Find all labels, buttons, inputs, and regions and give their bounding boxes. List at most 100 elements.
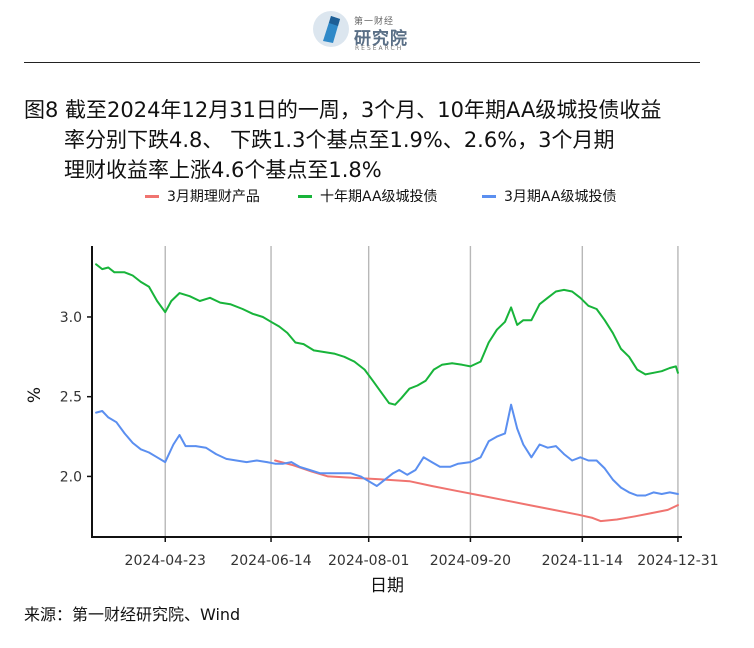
series-2-point-68: [669, 491, 671, 494]
series-0-point-1: [292, 464, 295, 467]
series-2-point-56: [571, 459, 573, 462]
series-0-point-10: [504, 499, 506, 502]
series-2-point-51: [530, 456, 533, 459]
series-1-point-33: [388, 402, 390, 404]
x-tick-label-2: 2024-08-01: [328, 553, 409, 569]
series-1-point-31: [372, 379, 374, 382]
logo-english-text: RESEARCH: [355, 45, 404, 52]
series-0-point-3: [327, 475, 329, 478]
series-2-point-20: [266, 461, 268, 463]
series-1-point-50: [522, 319, 525, 322]
series-0-point-0: [274, 459, 276, 462]
series-2-point-52: [538, 443, 541, 446]
series-0-point-11: [528, 504, 531, 506]
logo-small-text: 第一财经: [354, 17, 395, 27]
title-line-3: 理财收益率上涨4.6个基点至1.8%: [64, 158, 382, 182]
series-2-point-29: [349, 472, 352, 475]
series-2-point-42: [457, 462, 460, 465]
series-1-point-32: [380, 391, 382, 393]
series-1-point-42: [461, 364, 464, 366]
series-1-point-23: [294, 341, 297, 344]
series-1-point-22: [286, 332, 289, 334]
series-1-point-48: [510, 306, 512, 309]
series-2-point-62: [620, 486, 622, 489]
series-1-point-54: [555, 290, 557, 293]
series-1-point-21: [278, 325, 281, 328]
x-tick-label-3: 2024-09-20: [430, 553, 511, 569]
series-1-point-20: [270, 321, 272, 323]
legend-label-3m: 3月期AA级城投债: [504, 189, 617, 205]
series-2-point-64: [636, 494, 638, 497]
series-2-point-66: [652, 491, 655, 494]
series-2-point-15: [215, 453, 217, 455]
series-2-point-0: [95, 411, 97, 414]
series-2-point-21: [274, 462, 276, 465]
series-2-point-31: [367, 480, 370, 483]
series-1-point-25: [313, 349, 315, 352]
x-axis-title: 日期: [370, 576, 404, 596]
series-1-point-47: [504, 321, 506, 323]
series-2-point-53: [546, 446, 549, 449]
series-2-point-27: [329, 472, 331, 475]
series-2-point-40: [439, 466, 441, 468]
series-1-point-63: [628, 356, 630, 358]
series-1-point-70: [677, 372, 679, 374]
series-2-point-14: [205, 446, 207, 449]
series-1-point-46: [496, 328, 498, 331]
series-2-point-54: [555, 445, 557, 447]
series-1-point-1: [101, 268, 103, 270]
series-2-point-34: [392, 472, 394, 475]
series-1-point-19: [262, 316, 264, 318]
series-1-point-3: [113, 271, 116, 274]
series-2-point-63: [628, 491, 630, 494]
series-1-point-39: [433, 368, 435, 371]
series-line-0: [274, 459, 679, 523]
series-2-point-24: [298, 466, 301, 468]
series-2-point-8: [156, 456, 158, 459]
series-1-point-55: [563, 289, 565, 291]
legend-item-10y: 十年期AA级城投债: [298, 186, 438, 206]
series-0-point-16: [616, 518, 618, 521]
series-1-point-9: [164, 311, 166, 314]
series-0-point-15: [599, 520, 602, 522]
series-0-point-20: [677, 504, 679, 506]
series-line-2: [95, 403, 679, 497]
series-1-point-24: [302, 343, 305, 345]
series-2-point-38: [422, 456, 425, 459]
series-2-point-6: [140, 448, 142, 451]
series-2-point-18: [245, 461, 248, 463]
series-1-point-45: [487, 341, 490, 344]
series-1-point-10: [170, 300, 173, 302]
series-line-1: [95, 263, 679, 406]
series-0-point-7: [431, 485, 433, 487]
series-1-point-34: [394, 403, 396, 406]
series-2-point-48: [510, 403, 512, 406]
series-2-point-55: [563, 453, 565, 455]
series-1-point-2: [107, 266, 110, 269]
series-1-point-64: [636, 368, 638, 371]
series-1-point-66: [652, 372, 655, 374]
series-1-point-38: [424, 379, 427, 382]
series-1-point-17: [241, 308, 244, 310]
series-2-point-1: [101, 410, 103, 412]
series-2-point-58: [587, 459, 590, 462]
series-1-point-52: [538, 303, 541, 306]
title-line-2: 率分别下跌4.8、 下跌1.3个基点至1.9%、2.6%，3个月期: [64, 128, 615, 152]
series-2-point-59: [595, 459, 598, 462]
series-1-point-13: [199, 300, 201, 302]
series-2-point-22: [282, 462, 285, 465]
series-1-point-4: [123, 271, 126, 274]
legend-label-wealth: 3月期理财产品: [167, 189, 260, 205]
series-1-point-58: [587, 305, 590, 307]
series-2-point-33: [384, 478, 386, 481]
series-1-point-15: [219, 301, 221, 304]
header-divider: [24, 62, 700, 63]
y-tick-label-1: 2.5: [60, 390, 82, 406]
series-2-point-25: [308, 469, 311, 471]
series-2-point-44: [479, 456, 482, 459]
series-1-point-57: [579, 297, 582, 299]
series-2-point-60: [603, 467, 606, 470]
x-tick-label-0: 2024-04-23: [125, 553, 206, 569]
series-1-point-27: [333, 352, 335, 355]
series-0-point-14: [591, 517, 594, 519]
